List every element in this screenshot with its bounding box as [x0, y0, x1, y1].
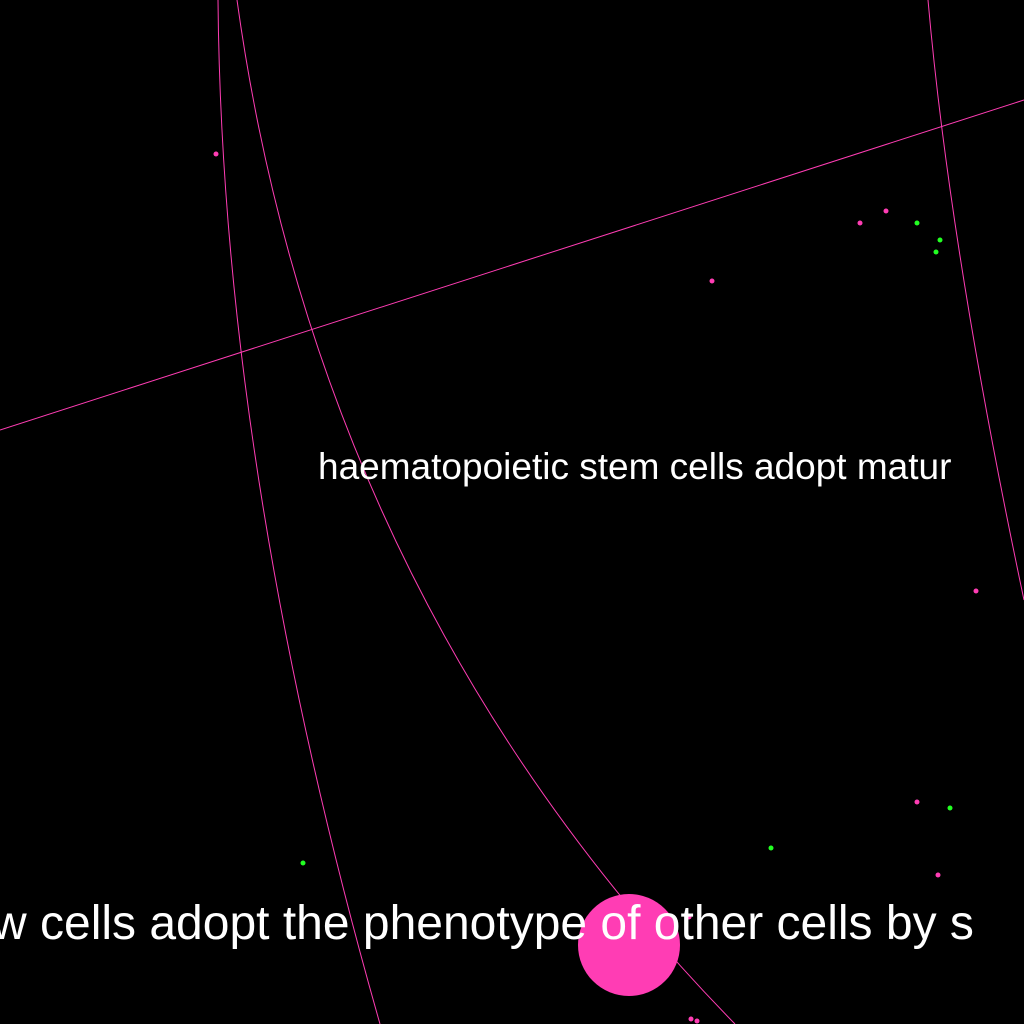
graph-node-9[interactable] [914, 799, 920, 805]
graph-node-3[interactable] [857, 220, 863, 226]
edge-right-curve [927, 0, 1024, 601]
graph-node-5[interactable] [914, 220, 920, 226]
graph-node-4[interactable] [883, 208, 889, 214]
graph-node-12[interactable] [935, 872, 941, 878]
graph-node-6[interactable] [937, 237, 943, 243]
edge-left-curve [217, 0, 381, 1024]
graph-node-13[interactable] [300, 860, 306, 866]
edge-middle-curve [236, 0, 736, 1024]
graph-node-11[interactable] [768, 845, 774, 851]
node-label-lower: w cells adopt the phenotype of other cel… [0, 897, 974, 950]
graph-node-8[interactable] [973, 588, 979, 594]
hub-node[interactable] [578, 894, 680, 996]
graph-node-10[interactable] [947, 805, 953, 811]
node-label-upper: haematopoietic stem cells adopt matur [318, 446, 952, 487]
graph-node-1[interactable] [213, 151, 219, 157]
graph-node-16[interactable] [694, 1018, 700, 1024]
graph-node-7[interactable] [933, 249, 939, 255]
graph-node-14[interactable] [686, 914, 692, 920]
graph-node-15[interactable] [688, 1016, 694, 1022]
edge-diagonal-line [0, 99, 1024, 431]
graph-node-2[interactable] [709, 278, 715, 284]
